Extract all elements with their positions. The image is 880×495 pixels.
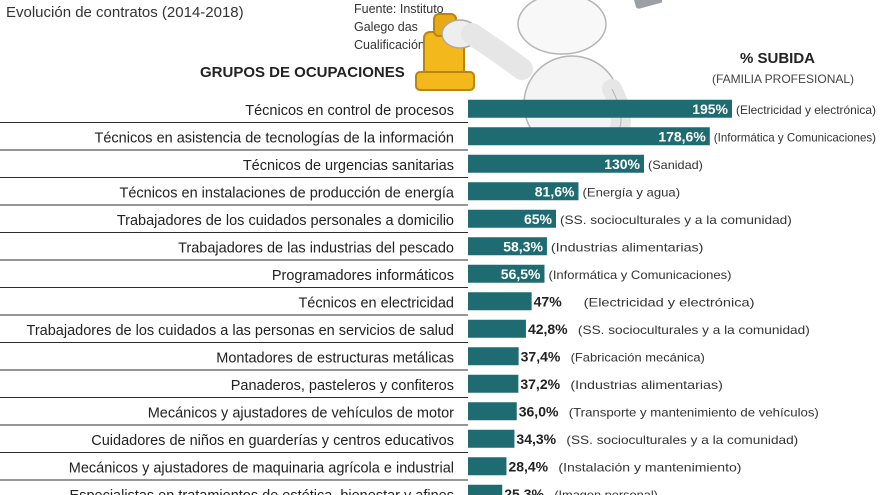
data-bar: [468, 237, 547, 256]
family-label: (Imagen personal): [554, 488, 658, 495]
data-label: 28,4%: [508, 458, 548, 474]
family-label: (Fabricación mecánica): [571, 350, 705, 364]
data-bar: [468, 347, 519, 366]
category-label: Técnicos en control de procesos: [245, 103, 454, 119]
data-bar: [468, 429, 515, 448]
data-bar: [468, 99, 732, 118]
family-label: (SS. socioculturales y a la comunidad): [566, 433, 798, 447]
family-label: (Informática y Comunicaciones): [714, 130, 876, 144]
chart-subtitle: Evolución de contratos (2014-2018): [6, 4, 244, 21]
data-bar: [468, 209, 556, 228]
data-bar: [468, 374, 519, 393]
data-label: 65%: [524, 211, 553, 227]
data-bar: [468, 457, 507, 476]
data-label: 42,8%: [528, 321, 568, 337]
data-bar: [468, 319, 526, 338]
category-label: Programadores informáticos: [272, 268, 454, 284]
family-label: (Instalación y mantenimiento): [558, 460, 741, 474]
category-label: Trabajadores de los cuidados a las perso…: [27, 323, 454, 339]
family-label: (Industrias alimentarias): [570, 378, 723, 392]
data-label: 25,3%: [504, 486, 544, 495]
family-label: (Electricidad y electrónica): [584, 295, 755, 309]
drill-base-icon: [415, 71, 475, 91]
category-label: Mecánicos y ajustadores de maquinaria ag…: [69, 460, 454, 476]
data-bar: [468, 182, 579, 201]
source-note: Fuente: Instituto Galego das Cualificaci…: [354, 0, 444, 54]
category-label: Trabajadores de los cuidados personales …: [117, 213, 454, 229]
source-line-2: Galego das: [354, 20, 418, 34]
data-label: 81,6%: [535, 183, 575, 199]
data-label: 56,5%: [501, 266, 541, 282]
category-label: Técnicos en electricidad: [298, 295, 454, 311]
family-column-title: (FAMILIA PROFESIONAL): [712, 72, 855, 86]
family-label: (SS. socioculturales y a la comunidad): [578, 323, 810, 337]
data-label: 36,0%: [519, 403, 559, 419]
category-label: Técnicos de urgencias sanitarias: [243, 158, 454, 174]
family-label: (Electricidad y electrónica): [736, 103, 876, 117]
data-label: 37,4%: [521, 348, 561, 364]
data-bar: [468, 484, 503, 495]
data-label: 178,6%: [658, 128, 706, 144]
data-label: 58,3%: [503, 238, 543, 254]
data-bar: [468, 127, 710, 146]
category-label: Cuidadores de niños en guarderías y cent…: [91, 433, 454, 449]
category-label: Montadores de estructuras metálicas: [216, 350, 454, 366]
category-label: Mecánicos y ajustadores de vehículos de …: [148, 405, 454, 421]
data-label: 34,3%: [516, 431, 556, 447]
family-label: (Sanidad): [648, 158, 703, 172]
source-line-1: Fuente: Instituto: [354, 2, 444, 16]
category-label: Especialistas en tratamientos de estétic…: [70, 488, 454, 495]
data-bar: [468, 264, 545, 283]
family-label: (Informática y Comunicaciones): [548, 268, 731, 282]
category-label: Técnicos en instalaciones de producción …: [119, 185, 454, 201]
robot-illustration: [415, 0, 662, 144]
data-bar: [468, 292, 532, 311]
data-label: 130%: [604, 156, 640, 172]
source-line-3: Cualificacións: [354, 38, 432, 52]
robot-head-icon: [517, 0, 607, 55]
data-label: 195%: [692, 101, 728, 117]
family-label: (SS. socioculturales y a la comunidad): [560, 213, 792, 227]
family-label: (Transporte y mantenimiento de vehículos…: [569, 405, 819, 419]
category-label: Trabajadores de las industrias del pesca…: [178, 240, 454, 256]
family-label: (Industrias alimentarias): [551, 240, 704, 254]
data-bar: [468, 402, 517, 421]
family-label: (Energía y agua): [582, 185, 680, 199]
data-label: 37,2%: [520, 376, 560, 392]
pct-column-title: % SUBIDA: [740, 50, 816, 67]
data-label: 47%: [534, 293, 563, 309]
category-label: Panaderos, pasteleros y confiteros: [231, 378, 454, 394]
category-label: Técnicos en asistencia de tecnologías de…: [95, 130, 454, 146]
data-bar: [468, 154, 644, 173]
wrench-icon: [633, 0, 662, 9]
groups-column-title: GRUPOS DE OCUPACIONES: [200, 64, 405, 81]
